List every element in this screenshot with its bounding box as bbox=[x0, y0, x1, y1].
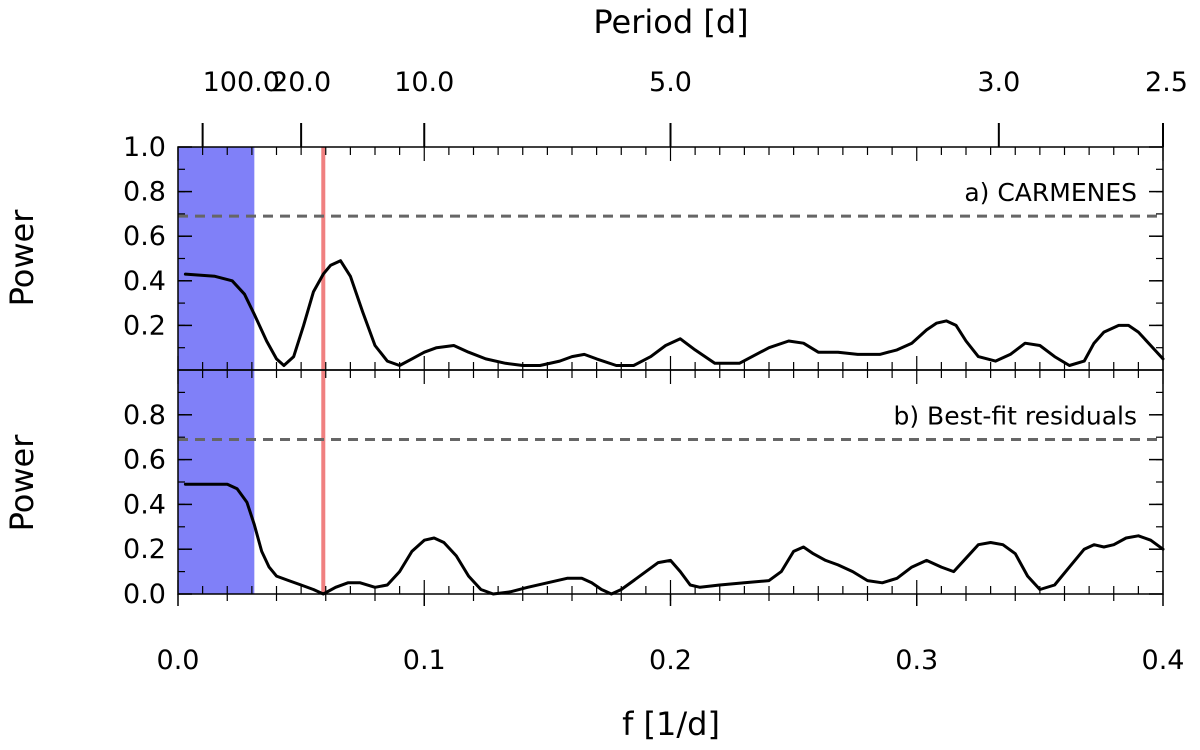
ytick-label-panel-a: 0.2 bbox=[123, 310, 166, 341]
panel-label-a: a) CARMENES bbox=[964, 178, 1137, 207]
y-axis-title-panel-a: Power bbox=[3, 209, 41, 307]
plot-layer: 0.2 0.4 0.6 0.8 1.0 a) CARMENES 0.0 0.2 0.4 0.6 0.… bbox=[123, 67, 1188, 676]
y-axis-title-panel-b: Power bbox=[3, 434, 41, 532]
xtick-label: 0.2 bbox=[649, 645, 692, 676]
ytick-label-panel-a: 0.6 bbox=[123, 221, 166, 252]
ytick-label-panel-b: 0.8 bbox=[123, 400, 166, 431]
ytick-label-panel-b: 0.6 bbox=[123, 445, 166, 476]
xtick-label: 0.4 bbox=[1142, 645, 1185, 676]
ytick-label-panel-b: 0.0 bbox=[123, 579, 166, 610]
x-axis-title: f [1/d] bbox=[622, 705, 720, 743]
ytick-label-panel-a: 1.0 bbox=[123, 132, 166, 163]
series-line-panel-b bbox=[183, 482, 1165, 596]
period-tick-label: 5.0 bbox=[649, 67, 692, 98]
ytick-label-panel-a: 0.4 bbox=[123, 266, 166, 297]
series-line-panel-a bbox=[183, 259, 1165, 367]
period-tick-label: 3.0 bbox=[977, 67, 1020, 98]
xtick-label: 0.0 bbox=[157, 645, 200, 676]
xtick-label: 0.1 bbox=[403, 645, 446, 676]
xtick-label: 0.3 bbox=[895, 645, 938, 676]
period-tick-label: 10.0 bbox=[394, 67, 454, 98]
panel-label-b: b) Best-fit residuals bbox=[893, 401, 1137, 430]
ytick-label-panel-b: 0.2 bbox=[123, 534, 166, 565]
ytick-label-panel-b: 0.4 bbox=[123, 489, 166, 520]
period-tick-label: 100.0 bbox=[203, 67, 280, 98]
period-tick-label: 2.5 bbox=[1145, 67, 1188, 98]
period-tick-label: 20.0 bbox=[271, 67, 331, 98]
top-axis-title: Period [d] bbox=[593, 3, 748, 41]
ytick-label-panel-a: 0.8 bbox=[123, 177, 166, 208]
